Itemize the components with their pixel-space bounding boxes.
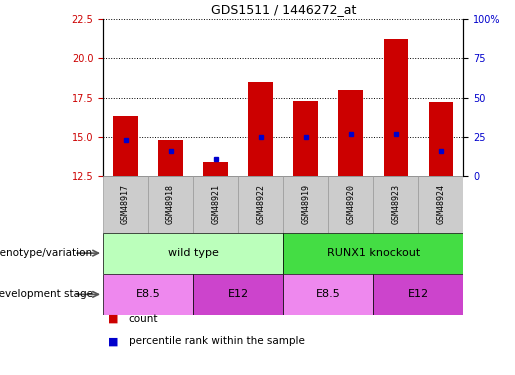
Bar	[148, 176, 193, 232]
Text: GSM48922: GSM48922	[256, 184, 265, 224]
Text: GSM48918: GSM48918	[166, 184, 175, 224]
Bar	[193, 176, 238, 232]
Text: count: count	[129, 314, 158, 324]
Text: GSM48920: GSM48920	[347, 184, 355, 224]
Bar	[113, 116, 138, 176]
Text: E12: E12	[228, 290, 249, 299]
Bar	[294, 100, 318, 176]
Bar	[418, 176, 464, 232]
Bar	[283, 232, 464, 274]
Bar	[373, 176, 418, 232]
Text: ■: ■	[108, 314, 118, 324]
Bar	[158, 140, 183, 176]
Text: percentile rank within the sample: percentile rank within the sample	[129, 336, 305, 346]
Bar	[283, 274, 373, 315]
Bar	[193, 274, 283, 315]
Text: GSM48921: GSM48921	[211, 184, 220, 224]
Text: ■: ■	[108, 336, 118, 346]
Text: RUNX1 knockout: RUNX1 knockout	[327, 248, 420, 258]
Text: GSM48919: GSM48919	[301, 184, 310, 224]
Bar	[103, 232, 283, 274]
Bar	[338, 90, 363, 176]
Text: GSM48923: GSM48923	[391, 184, 400, 224]
Text: wild type: wild type	[168, 248, 218, 258]
Bar	[103, 176, 148, 232]
Bar	[428, 102, 453, 176]
Text: genotype/variation: genotype/variation	[0, 248, 93, 258]
Bar	[248, 82, 273, 176]
Bar	[384, 39, 408, 176]
Bar	[103, 274, 193, 315]
Text: GSM48924: GSM48924	[437, 184, 445, 224]
Text: E8.5: E8.5	[316, 290, 341, 299]
Text: E12: E12	[408, 290, 429, 299]
Bar	[329, 176, 373, 232]
Title: GDS1511 / 1446272_at: GDS1511 / 1446272_at	[211, 3, 356, 16]
Bar	[283, 176, 329, 232]
Text: E8.5: E8.5	[135, 290, 161, 299]
Text: GSM48917: GSM48917	[121, 184, 130, 224]
Bar	[373, 274, 464, 315]
Text: development stage: development stage	[0, 290, 93, 299]
Bar	[238, 176, 283, 232]
Bar	[203, 162, 228, 176]
